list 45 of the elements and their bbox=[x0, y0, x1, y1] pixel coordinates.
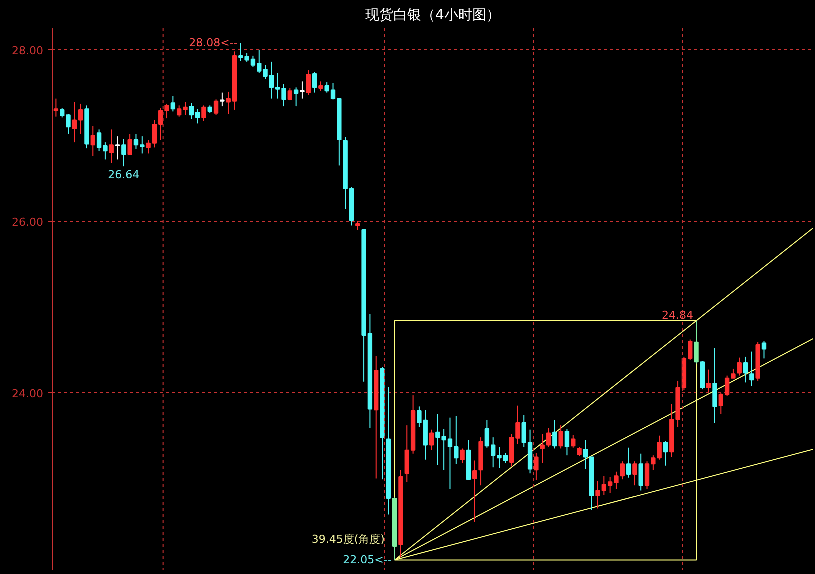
candlestick bbox=[694, 320, 699, 364]
annotation: 28.08<-- bbox=[189, 36, 238, 50]
candlestick bbox=[706, 369, 712, 393]
annotation: 22.05<-- bbox=[343, 554, 392, 567]
candlestick bbox=[632, 461, 638, 486]
candlestick bbox=[300, 81, 305, 100]
candlestick bbox=[564, 428, 570, 456]
candlestick bbox=[312, 72, 318, 94]
candlestick bbox=[626, 447, 632, 478]
candlestick bbox=[54, 98, 59, 118]
y-tick-label: 28.00 bbox=[12, 44, 44, 58]
candlestick bbox=[460, 448, 465, 464]
annotation: 24.84 bbox=[662, 308, 694, 322]
candlestick bbox=[472, 460, 478, 523]
candlestick bbox=[318, 81, 324, 92]
chart-title: 现货白银（4小时图） bbox=[366, 8, 500, 24]
candlestick bbox=[762, 341, 767, 360]
candlestick bbox=[552, 420, 558, 450]
candlestick bbox=[429, 429, 434, 451]
annotation: 39.45度(角度) bbox=[312, 533, 385, 546]
candlestick bbox=[170, 96, 176, 112]
candlestick bbox=[220, 92, 225, 108]
candlestick bbox=[288, 88, 293, 102]
annotation: 26.64 bbox=[108, 168, 140, 182]
candlestick bbox=[558, 425, 564, 450]
candlestick bbox=[109, 129, 114, 164]
candlestick bbox=[663, 440, 668, 466]
candlestick bbox=[115, 136, 120, 160]
candlestick bbox=[737, 357, 742, 376]
candlestick bbox=[577, 446, 582, 457]
candlestick bbox=[202, 105, 206, 122]
candlestick bbox=[214, 99, 219, 116]
candlestick bbox=[128, 133, 132, 156]
y-tick-label: 26.00 bbox=[12, 216, 44, 229]
candlestick bbox=[122, 138, 126, 168]
candlestick bbox=[750, 351, 754, 387]
candlestick bbox=[712, 348, 718, 424]
candlestick bbox=[534, 452, 539, 481]
candlestick bbox=[294, 87, 299, 108]
candlestick bbox=[571, 434, 576, 448]
candlestick bbox=[743, 356, 748, 384]
candlestick bbox=[90, 126, 96, 157]
y-tick-label: 24.00 bbox=[12, 387, 44, 400]
candlestick bbox=[306, 70, 311, 96]
candlestick bbox=[638, 453, 644, 492]
